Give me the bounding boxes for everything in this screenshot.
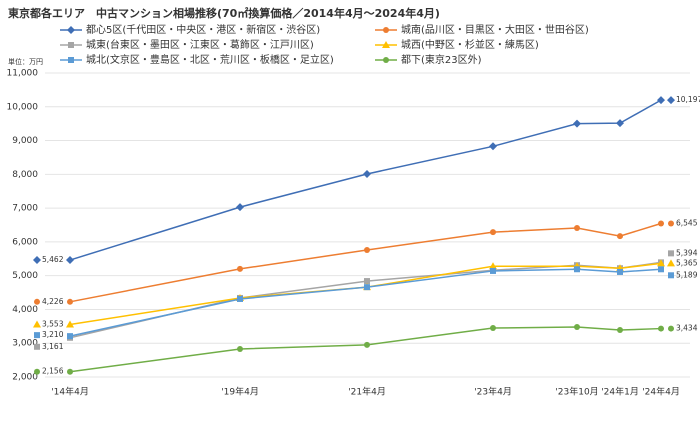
point (574, 324, 580, 331)
point (489, 262, 497, 270)
label-marker (667, 96, 675, 105)
y-tick-label: 11,000 (7, 69, 39, 79)
value-label: 4,226 (42, 297, 64, 306)
point (657, 96, 665, 105)
point (574, 266, 580, 273)
chart-title: 東京都各エリア 中古マンション相場推移(70㎡換算価格／2014年4月～2024… (8, 6, 440, 20)
value-label: 3,161 (42, 342, 64, 351)
label-marker (34, 368, 40, 375)
value-label: 5,365 (676, 258, 698, 267)
x-tick-label: '23年4月 (474, 386, 512, 398)
point (617, 268, 623, 275)
value-label: 6,545 (676, 218, 698, 227)
series-line (69, 262, 662, 326)
y-tick-label: 3,000 (12, 339, 38, 349)
legend-label: 城北(文京区・豊島区・北区・荒川区・板橋区・足立区) (86, 53, 334, 66)
value-label: 5,189 (676, 270, 698, 279)
point (490, 267, 496, 274)
legend-label: 城東(台東区・墨田区・江東区・葛飾区・江戸川区) (86, 38, 314, 51)
point (236, 203, 244, 212)
series-line (69, 99, 662, 261)
point (617, 233, 623, 240)
label-marker (668, 325, 674, 332)
value-label: 3,553 (42, 320, 64, 329)
point (66, 320, 74, 328)
label-marker (34, 343, 40, 350)
legend-marker (383, 57, 389, 63)
y-tick-label: 10,000 (7, 102, 39, 112)
legend-marker (382, 41, 390, 48)
y-unit: 単位：万円 (8, 57, 43, 66)
legend-marker (68, 57, 74, 63)
y-tick-label: 9,000 (12, 136, 38, 146)
legend-marker (383, 27, 389, 33)
legend-label: 城西(中野区・杉並区・練馬区) (401, 38, 539, 51)
label-marker (667, 259, 675, 267)
legend-marker (67, 26, 75, 34)
value-label: 2,156 (42, 367, 64, 376)
label-marker (34, 332, 40, 339)
x-tick-label: '24年4月 (642, 386, 680, 398)
point (658, 220, 664, 227)
legend-label: 城南(品川区・目黒区・大田区・世田谷区) (401, 23, 589, 36)
label-marker (34, 298, 40, 305)
point (617, 327, 623, 334)
y-tick-label: 5,000 (12, 271, 38, 281)
x-tick-label: '24年1月 (601, 386, 639, 398)
x-tick-label: '23年10月 (555, 386, 598, 398)
value-label: 5,394 (676, 248, 698, 257)
point (237, 345, 243, 352)
y-tick-label: 4,000 (12, 305, 38, 315)
y-tick-label: 2,000 (12, 373, 38, 383)
value-label: 3,210 (42, 330, 64, 339)
point (66, 256, 74, 265)
point (237, 265, 243, 272)
point (364, 341, 370, 348)
label-marker (33, 320, 41, 328)
point (67, 298, 73, 305)
series-line (69, 326, 662, 373)
point (364, 246, 370, 253)
point (574, 225, 580, 232)
point (364, 284, 370, 291)
point (237, 295, 243, 302)
value-label: 10,197 (676, 95, 700, 104)
point (658, 266, 664, 273)
label-marker (33, 256, 41, 265)
y-tick-label: 7,000 (12, 204, 38, 214)
value-label: 5,462 (42, 255, 64, 264)
point (67, 333, 73, 340)
y-tick-label: 8,000 (12, 170, 38, 180)
point (658, 325, 664, 332)
point (490, 325, 496, 332)
value-label: 3,434 (676, 324, 698, 333)
y-tick-label: 6,000 (12, 237, 38, 247)
point (490, 229, 496, 236)
label-marker (668, 220, 674, 227)
label-marker (668, 272, 674, 279)
point (489, 142, 497, 151)
point (67, 368, 73, 375)
legend-label: 都心5区(千代田区・中央区・港区・新宿区・渋谷区) (86, 23, 320, 36)
point (363, 169, 371, 178)
point (573, 119, 581, 128)
legend-label: 都下(東京23区外) (401, 53, 482, 66)
point (364, 278, 370, 285)
point (657, 259, 665, 267)
x-tick-label: '14年4月 (51, 386, 89, 398)
legend-marker (68, 42, 74, 48)
point (616, 119, 624, 128)
x-tick-label: '21年4月 (348, 386, 386, 398)
label-marker (668, 250, 674, 257)
x-tick-label: '19年4月 (221, 386, 259, 398)
